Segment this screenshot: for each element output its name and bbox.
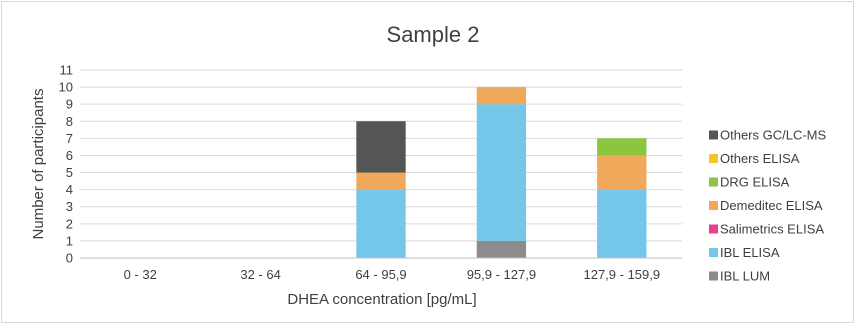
legend-label: Others GC/LC-MS: [720, 128, 827, 143]
x-tick-label: 95,9 - 127,9: [467, 267, 536, 282]
bar-segment: [356, 189, 406, 258]
legend-label: Salimetrics ELISA: [720, 222, 824, 237]
x-axis-label: DHEA concentration [pg/mL]: [287, 291, 476, 308]
y-tick-label: 3: [66, 199, 73, 214]
legend-label: IBL ELISA: [720, 245, 780, 260]
y-tick-label: 1: [66, 233, 73, 248]
y-tick-label: 2: [66, 216, 73, 231]
legend-label: Demeditec ELISA: [720, 198, 823, 213]
legend-label: DRG ELISA: [720, 175, 790, 190]
x-tick-label: 64 - 95,9: [355, 267, 406, 282]
bar-segment: [476, 87, 527, 105]
gridlines: [80, 69, 682, 242]
legend-swatch: [709, 248, 718, 257]
bars: [356, 87, 647, 258]
y-tick-label: 6: [66, 148, 73, 163]
x-tick-label: 0 - 32: [124, 267, 157, 282]
y-tick-label: 4: [66, 182, 73, 197]
y-tick-label: 5: [66, 165, 73, 180]
bar-segment: [356, 172, 406, 190]
legend-swatch: [709, 177, 718, 187]
y-axis-ticks: 0 1 2 3 4 5 6 7 8 9 10 11: [59, 63, 73, 266]
y-tick-label: 8: [66, 114, 73, 129]
y-tick-label: 7: [66, 131, 73, 146]
y-tick-label: 9: [66, 97, 73, 112]
y-axis-label: Number of participants: [30, 89, 47, 240]
bar-segment: [597, 138, 647, 156]
legend-swatch: [709, 271, 718, 281]
bar-segment: [476, 240, 527, 258]
y-tick-label: 10: [59, 80, 73, 95]
bar-segment: [597, 189, 647, 258]
y-tick-label: 0: [66, 251, 73, 266]
y-tick-label: 11: [60, 63, 74, 78]
bar-segment: [476, 104, 527, 241]
x-axis-ticks: 0 - 32 32 - 64 64 - 95,9 95,9 - 127,9 127,9 …: [124, 267, 661, 282]
legend-swatch: [709, 201, 718, 210]
x-tick-label: 32 - 64: [240, 267, 280, 282]
x-tick-label: 127,9 - 159,9: [583, 267, 660, 282]
legend-swatch: [709, 224, 718, 234]
legend: Others GC/LC-MS Others ELISA DRG ELISA Deme…: [709, 128, 827, 284]
chart-title: Sample 2: [387, 22, 480, 47]
bar-segment: [597, 155, 647, 190]
bar-segment: [356, 121, 406, 173]
legend-label: IBL LUM: [720, 269, 770, 284]
legend-swatch: [709, 130, 718, 140]
legend-label: Others ELISA: [720, 151, 800, 166]
legend-swatch: [709, 154, 718, 163]
